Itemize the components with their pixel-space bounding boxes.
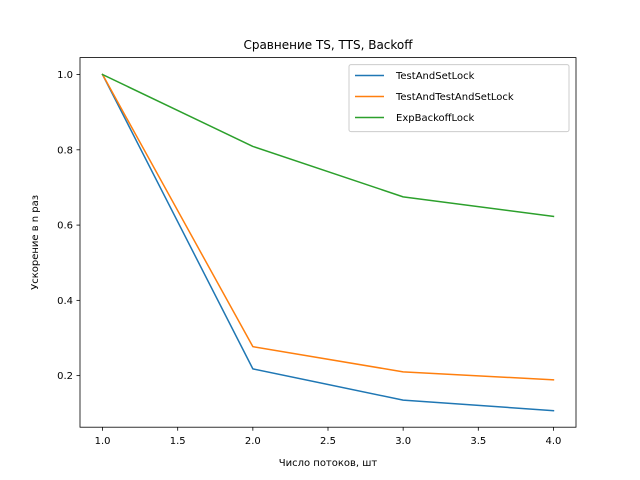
x-axis-title: Число потоков, шт: [279, 458, 378, 469]
x-tick-label: 1.0: [95, 436, 111, 447]
y-axis: 0.2 0.4 0.6 0.8 1.0: [57, 70, 80, 382]
y-tick-label: 0.4: [57, 296, 73, 307]
x-axis: 1.0 1.5 2.0 2.5 3.0 3.5 4.0: [95, 427, 562, 447]
x-tick-label: 2.5: [320, 436, 336, 447]
y-tick-label: 0.2: [57, 371, 73, 382]
series-line-testandtestandsetlock: [101, 73, 555, 381]
legend-label-expbackofflock: ExpBackoffLock: [396, 113, 475, 124]
chart-title: Сравнение TS, TTS, Backoff: [243, 38, 413, 52]
x-tick-label: 3.0: [395, 436, 411, 447]
legend-label-testandsetlock: TestAndSetLock: [395, 71, 475, 82]
plot-lines: [101, 73, 555, 412]
y-tick-label: 1.0: [57, 70, 73, 81]
series-line-expbackofflock: [101, 73, 555, 218]
x-tick-label: 3.5: [470, 436, 486, 447]
x-tick-label: 4.0: [546, 436, 562, 447]
legend: TestAndSetLock TestAndTestAndSetLock ExpBa…: [348, 64, 570, 133]
legend-frame: [348, 64, 570, 133]
x-tick-label: 1.5: [170, 436, 186, 447]
series-line-testandsetlock: [101, 73, 555, 412]
x-tick-label: 2.0: [245, 436, 261, 447]
y-tick-label: 0.6: [57, 221, 73, 232]
y-axis-title: Ускорение в n раз: [30, 195, 41, 290]
legend-label-testandtestandsetlock: TestAndTestAndSetLock: [395, 92, 514, 103]
y-tick-label: 0.8: [57, 145, 73, 156]
